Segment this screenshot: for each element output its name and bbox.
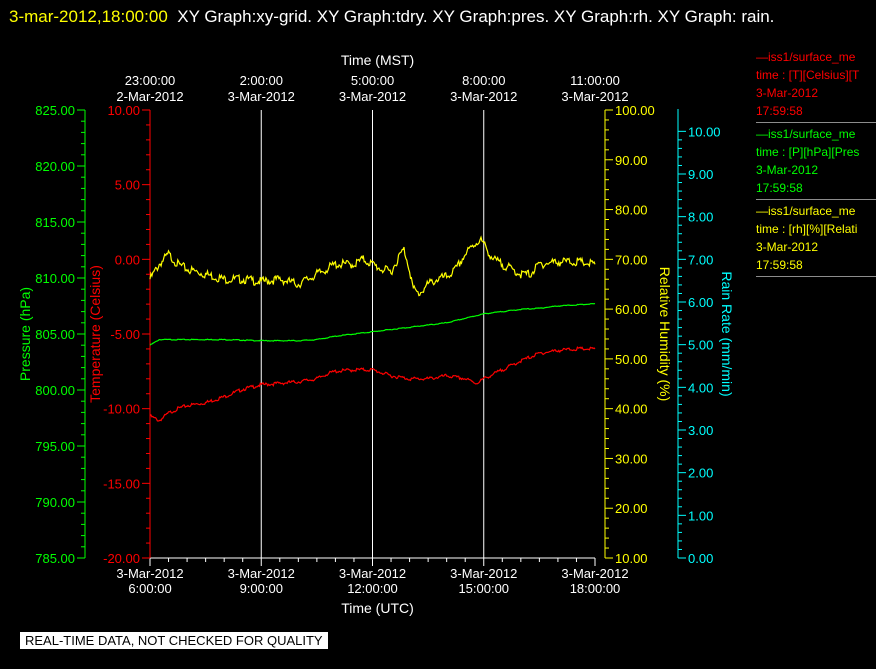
- x-tick-label: 6:00:00: [128, 581, 171, 596]
- timestamp: 3-mar-2012,18:00:00: [9, 7, 168, 26]
- rh-tick-label: 100.00: [615, 103, 655, 118]
- rh-tick-label: 80.00: [615, 203, 648, 218]
- x-top-tick-label: 23:00:00: [125, 73, 176, 88]
- x-tick-label: 3-Mar-2012: [116, 566, 183, 581]
- temp-tick-label: -15.00: [103, 476, 140, 491]
- x-top-tick-label: 8:00:00: [462, 73, 505, 88]
- x-axis-label: Time (UTC): [341, 600, 414, 616]
- legend-entry-pressure: —iss1/surface_me time : [P][hPa][Pres 3-…: [756, 125, 876, 200]
- temp-tick-label: -10.00: [103, 402, 140, 417]
- temp-axis-label: Temperature (Celsius): [87, 265, 103, 403]
- temp-tick-label: 0.00: [115, 252, 140, 267]
- x-tick-label: 18:00:00: [570, 581, 621, 596]
- x-top-tick-label: 11:00:00: [570, 73, 620, 88]
- x-tick-label: 9:00:00: [240, 581, 283, 596]
- legend-variables: time : [P][hPa][Pres: [756, 145, 860, 159]
- legend-entry-temperature: —iss1/surface_me time : [T][Celsius][T 3…: [756, 48, 876, 123]
- x-top-axis-label: Time (MST): [341, 52, 414, 68]
- pres-tick-label: 800.00: [35, 383, 75, 398]
- plot-title: 3-mar-2012,18:00:00 XY Graph:xy-grid. XY…: [9, 2, 849, 32]
- pres-tick-label: 825.00: [35, 103, 75, 118]
- legend-variables: time : [T][Celsius][T: [756, 68, 860, 82]
- temp-tick-label: 5.00: [115, 178, 140, 193]
- series-line-rh: [149, 235, 596, 297]
- rh-axis-label: Relative Humidity (%): [657, 267, 673, 402]
- rh-tick-label: 70.00: [615, 252, 648, 267]
- rh-tick-label: 60.00: [615, 302, 648, 317]
- rain-axis-label: Rain Rate (mm/min): [719, 271, 735, 396]
- rain-tick-label: 9.00: [688, 167, 713, 182]
- pres-tick-label: 795.00: [35, 439, 75, 454]
- x-tick-label: 3-Mar-2012: [561, 566, 628, 581]
- rain-tick-label: 7.00: [688, 252, 713, 267]
- temp-tick-label: 10.00: [107, 103, 140, 118]
- rh-tick-label: 30.00: [615, 451, 648, 466]
- pres-tick-label: 790.00: [35, 495, 75, 510]
- rain-tick-label: 2.00: [688, 466, 713, 481]
- pres-tick-label: 785.00: [35, 551, 75, 566]
- legend-date: 3-Mar-2012: [756, 240, 819, 254]
- pres-tick-label: 820.00: [35, 159, 75, 174]
- x-top-tick-label: 2:00:00: [240, 73, 283, 88]
- x-tick-label: 3-Mar-2012: [450, 566, 517, 581]
- x-tick-label: 12:00:00: [347, 581, 398, 596]
- pres-axis-label: Pressure (hPa): [17, 287, 33, 381]
- x-tick-label: 3-Mar-2012: [339, 566, 406, 581]
- x-tick-label: 3-Mar-2012: [228, 566, 295, 581]
- pres-tick-label: 805.00: [35, 327, 75, 342]
- rain-tick-label: 10.00: [688, 124, 721, 139]
- graph-list: XY Graph:xy-grid. XY Graph:tdry. XY Grap…: [177, 7, 775, 26]
- rain-tick-label: 3.00: [688, 423, 713, 438]
- rh-tick-label: 20.00: [615, 501, 648, 516]
- legend-entry-humidity: —iss1/surface_me time : [rh][%][Relati 3…: [756, 202, 876, 277]
- x-top-tick-label: 3-Mar-2012: [561, 89, 628, 104]
- legend-source: —iss1/surface_me: [756, 50, 856, 64]
- temp-tick-label: -20.00: [103, 551, 140, 566]
- legend-date: 3-Mar-2012: [756, 86, 819, 100]
- x-top-tick-label: 2-Mar-2012: [116, 89, 183, 104]
- legend-time: 17:59:58: [756, 258, 803, 272]
- x-top-tick-label: 3-Mar-2012: [228, 89, 295, 104]
- rain-tick-label: 4.00: [688, 380, 713, 395]
- quality-notice: REAL-TIME DATA, NOT CHECKED FOR QUALITY: [20, 632, 328, 649]
- x-top-tick-label: 3-Mar-2012: [450, 89, 517, 104]
- x-top-tick-label: 5:00:00: [351, 73, 394, 88]
- legend-source: —iss1/surface_me: [756, 127, 856, 141]
- rh-tick-label: 50.00: [615, 352, 648, 367]
- rain-tick-label: 8.00: [688, 210, 713, 225]
- legend-source: —iss1/surface_me: [756, 204, 856, 218]
- pres-tick-label: 810.00: [35, 271, 75, 286]
- rh-tick-label: 40.00: [615, 402, 648, 417]
- legend-variables: time : [rh][%][Relati: [756, 222, 858, 236]
- legend-date: 3-Mar-2012: [756, 163, 819, 177]
- legend-time: 17:59:58: [756, 181, 803, 195]
- rain-tick-label: 0.00: [688, 551, 713, 566]
- temp-tick-label: -5.00: [110, 327, 140, 342]
- rain-tick-label: 6.00: [688, 295, 713, 310]
- series-line-pres: [149, 302, 596, 346]
- legend: —iss1/surface_me time : [T][Celsius][T 3…: [756, 48, 876, 279]
- pres-tick-label: 815.00: [35, 215, 75, 230]
- rain-tick-label: 1.00: [688, 508, 713, 523]
- rh-tick-label: 90.00: [615, 153, 648, 168]
- rh-tick-label: 10.00: [615, 551, 648, 566]
- x-tick-label: 15:00:00: [458, 581, 509, 596]
- series-line-temp: [149, 346, 596, 422]
- legend-time: 17:59:58: [756, 104, 803, 118]
- x-top-tick-label: 3-Mar-2012: [339, 89, 406, 104]
- rain-tick-label: 5.00: [688, 338, 713, 353]
